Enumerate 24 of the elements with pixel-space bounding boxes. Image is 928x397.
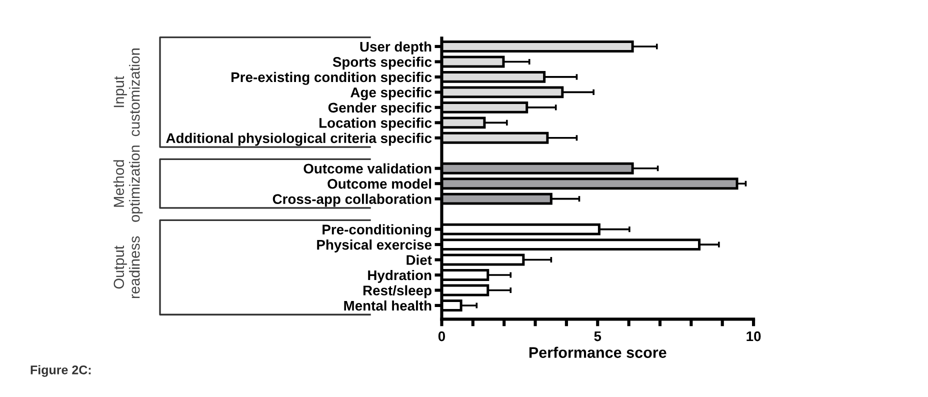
- x-tick-label: 0: [438, 331, 446, 342]
- y-tick-label: Pre-conditioning: [322, 224, 432, 238]
- x-tick-label: 5: [594, 332, 602, 342]
- caption: Figure 2C:: [30, 365, 91, 377]
- text: Output readiness: [114, 236, 140, 298]
- y-tick-label: Outcome validation: [304, 163, 432, 174]
- x-tick-label: 10: [746, 331, 761, 342]
- x-axis-title: Performance score: [529, 346, 666, 358]
- y-tick-label: Pre-existing condition specific: [232, 72, 432, 85]
- y-tick-label: Outcome model: [328, 178, 432, 189]
- text: Method optimization: [113, 146, 143, 222]
- y-tick-label: Age specific: [350, 87, 432, 100]
- y-tick-label: Hydration: [368, 270, 432, 283]
- y-tick-label: Location specific: [319, 118, 432, 131]
- y-tick-label: Physical exercise: [317, 240, 432, 252]
- y-tick-label: Gender specific: [328, 102, 432, 116]
- text: Input customization: [114, 48, 140, 136]
- y-tick-label: User depth: [360, 41, 432, 54]
- y-tick-label: Mental health: [344, 300, 432, 311]
- y-tick-label: Additional physiological criteria specific: [166, 132, 432, 146]
- y-tick-label: Diet: [406, 254, 432, 265]
- y-tick-label: Cross-app collaboration: [272, 194, 432, 207]
- y-tick-label: Sports specific: [332, 56, 432, 70]
- y-tick-label: Rest/sleep: [363, 285, 432, 298]
